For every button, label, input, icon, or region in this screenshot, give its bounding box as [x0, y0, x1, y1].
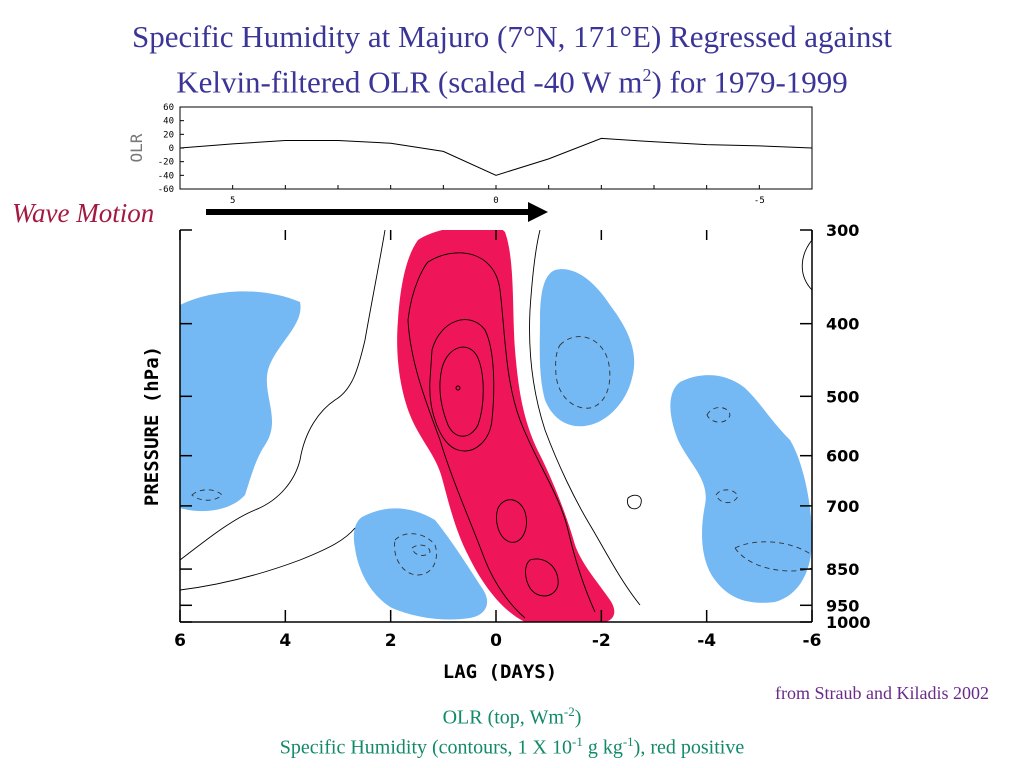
main-x-ticks: 6 4 2 0 -2 -4 -6	[174, 230, 821, 651]
x-axis-label: LAG (DAYS)	[443, 661, 557, 683]
olr-y-tick-label: -20	[158, 158, 174, 168]
olr-x-ticks: 5 0 -5	[179, 185, 813, 206]
title-superscript: 2	[642, 65, 652, 85]
y-tick-label: 950	[826, 596, 859, 615]
zero-contour-bottom	[180, 527, 356, 591]
negative-region-right	[670, 375, 812, 603]
caption2-text-c: ), red positive	[633, 736, 745, 759]
olr-panel: 60 40 20 0 -20 -40 -60 5 0 -5 OLR	[127, 103, 813, 206]
caption2-text-a: Specific Humidity (contours, 1 X 10	[279, 736, 572, 759]
slide-title-line-2: Kelvin-filtered OLR (scaled -40 W m2) fo…	[0, 57, 1024, 100]
olr-x-tick-label: 5	[230, 196, 235, 206]
zero-contour-right	[529, 230, 641, 606]
caption1-text-b: )	[574, 706, 582, 729]
title-text-a: Kelvin-filtered OLR (scaled -40 W m	[176, 64, 643, 100]
contour-positive-2	[429, 319, 495, 452]
dashed-contour-right-2	[715, 489, 739, 504]
caption2-sup-1: -1	[571, 734, 583, 749]
x-tick-label: 6	[174, 631, 186, 651]
y-tick-label: 850	[826, 560, 859, 579]
negative-region-left	[180, 291, 301, 512]
olr-y-tick-label: 60	[163, 103, 174, 113]
caption-line-1: OLR (top, Wm-2)	[0, 698, 1024, 732]
x-tick-label: 0	[490, 631, 502, 651]
negative-region-lower	[353, 508, 488, 620]
olr-y-tick-label: 0	[169, 144, 174, 154]
contour-positive-4	[496, 499, 527, 543]
y-tick-label: 700	[826, 497, 859, 516]
y-tick-label: 500	[826, 387, 859, 406]
contour-positive-5	[525, 558, 559, 597]
caption-line-2: Specific Humidity (contours, 1 X 10-1 g …	[0, 728, 1024, 762]
olr-series-line	[179, 137, 813, 176]
zero-contour-left	[180, 230, 386, 561]
y-tick-label: 400	[826, 315, 859, 334]
dashed-contour-upper-right	[555, 336, 611, 409]
x-tick-label: -4	[697, 631, 716, 651]
caption2-sup-2: -1	[622, 734, 634, 749]
caption2-text-b: g kg	[582, 736, 623, 759]
x-tick-label: -6	[803, 631, 822, 651]
dashed-contour-lower-inner	[411, 544, 431, 556]
slide-title-line-1: Specific Humidity at Majuro (7°N, 171°E)…	[131, 19, 892, 54]
contour-center-dot	[455, 385, 461, 391]
source-credit: from Straub and Kiladis 2002	[775, 683, 989, 703]
zero-contour-edge	[801, 239, 812, 291]
dashed-contour-left	[191, 489, 223, 501]
positive-region	[397, 230, 615, 622]
contour-positive-1	[427, 252, 596, 613]
arrow-head	[528, 202, 548, 222]
x-tick-label: 2	[385, 631, 397, 651]
caption1-text-a: OLR (top, Wm	[442, 706, 564, 729]
olr-y-tick-label: 20	[163, 130, 174, 140]
x-tick-label: 4	[279, 631, 291, 651]
olr-x-tick-label: 0	[493, 196, 498, 206]
negative-region-upper-right	[539, 269, 635, 427]
olr-y-tick-label: -60	[158, 185, 174, 195]
dashed-contour-lower	[394, 533, 437, 576]
olr-x-tick-label: -5	[754, 196, 765, 206]
y-tick-label: 1000	[826, 613, 871, 632]
wave-motion-label: Wave Motion	[12, 198, 155, 228]
dashed-contour-right-1	[706, 407, 731, 423]
olr-y-ticks: 60 40 20 0 -20 -40 -60	[158, 103, 184, 195]
title-text-b: ) for 1979-1999	[651, 64, 848, 100]
contour-positive-1b	[407, 261, 526, 619]
olr-frame	[179, 106, 813, 190]
x-tick-label: -2	[592, 631, 611, 651]
y-tick-label: 300	[826, 221, 859, 240]
caption1-sup: -2	[563, 704, 575, 719]
olr-y-label: OLR	[127, 133, 146, 162]
y-axis-label: PRESSURE (hPa)	[141, 346, 163, 506]
y-tick-label: 600	[826, 447, 859, 466]
olr-y-tick-label: -40	[158, 171, 174, 181]
contour-positive-3	[439, 346, 484, 437]
olr-y-tick-label: 40	[163, 117, 174, 127]
zero-contour-small	[627, 494, 642, 510]
